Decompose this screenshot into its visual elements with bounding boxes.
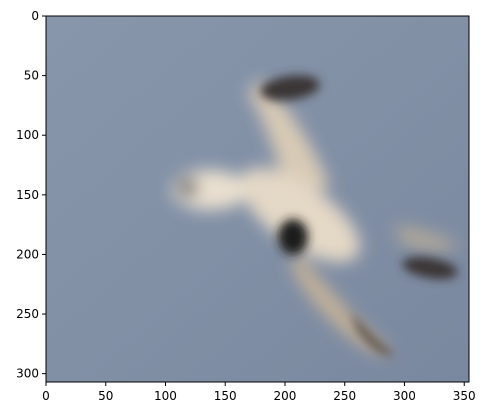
- y-tick-label: 100: [16, 128, 39, 142]
- y-tick-label: 250: [16, 307, 39, 321]
- y-axis: 0 50 100 150 200 250 300: [16, 9, 46, 381]
- x-tick-label: 350: [453, 389, 476, 403]
- y-tick-label: 150: [16, 188, 39, 202]
- x-axis: 0 50 100 150 200 250 300 350: [42, 382, 476, 403]
- y-tick-label: 0: [31, 9, 39, 23]
- x-tick-label: 300: [393, 389, 416, 403]
- x-tick-label: 50: [98, 389, 113, 403]
- x-tick-label: 100: [154, 389, 177, 403]
- bird-photo: [46, 16, 469, 382]
- x-tick-label: 0: [42, 389, 50, 403]
- y-tick-label: 300: [16, 367, 39, 381]
- y-tick-label: 50: [24, 69, 39, 83]
- x-tick-label: 150: [214, 389, 237, 403]
- x-tick-label: 250: [333, 389, 356, 403]
- y-tick-label: 200: [16, 247, 39, 261]
- x-tick-label: 200: [274, 389, 297, 403]
